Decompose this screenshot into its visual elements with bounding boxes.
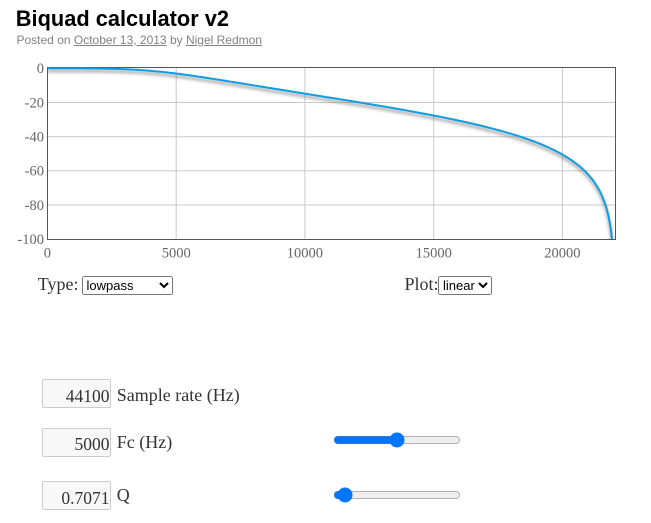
svg-text:0: 0 <box>37 61 44 77</box>
svg-text:-20: -20 <box>25 95 44 111</box>
svg-text:-60: -60 <box>25 164 44 180</box>
svg-text:-40: -40 <box>25 130 44 146</box>
svg-text:0: 0 <box>44 246 51 262</box>
svg-text:10000: 10000 <box>287 246 323 262</box>
svg-text:5000: 5000 <box>162 246 191 262</box>
svg-text:15000: 15000 <box>416 246 452 262</box>
svg-text:-100: -100 <box>17 232 44 248</box>
svg-text:20000: 20000 <box>544 246 580 262</box>
svg-text:-80: -80 <box>25 198 44 214</box>
